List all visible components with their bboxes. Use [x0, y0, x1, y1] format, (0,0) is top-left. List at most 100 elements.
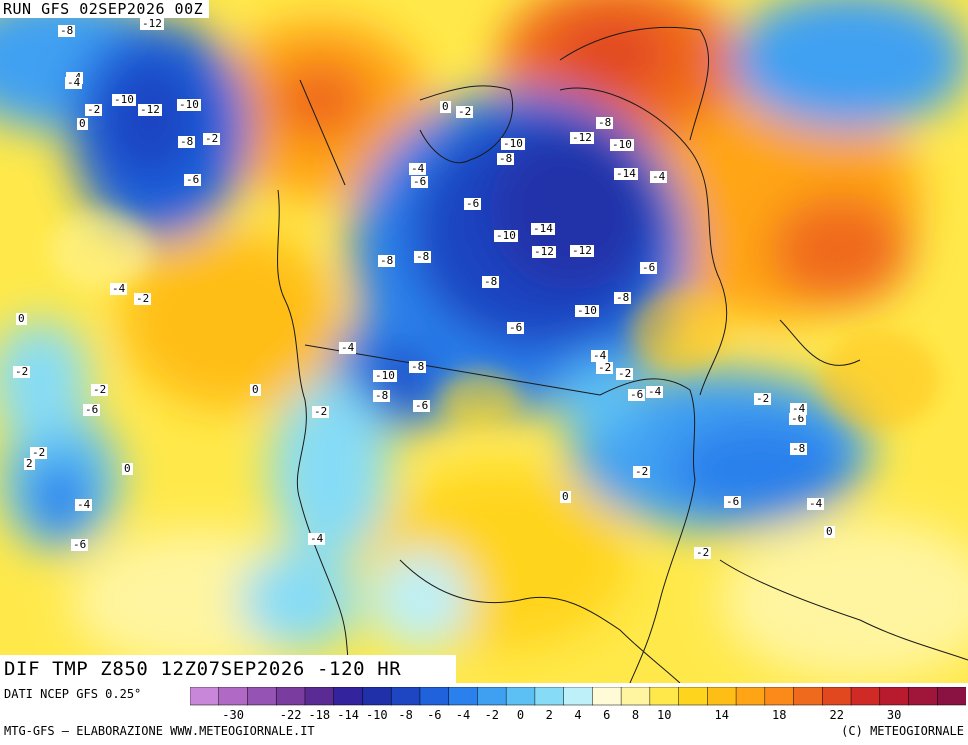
legend-swatch — [620, 686, 651, 706]
legend-tick-label: -30 — [222, 708, 244, 721]
legend-swatch — [390, 686, 421, 706]
contour-label: -4 — [807, 497, 825, 510]
legend-swatch — [764, 686, 795, 706]
legend-swatch — [879, 686, 910, 706]
legend-swatch — [333, 686, 364, 706]
legend-swatch — [218, 686, 249, 706]
legend-tick-label: 6 — [603, 708, 610, 721]
contour-label: -2 — [13, 365, 31, 378]
legend-tick-label: -18 — [308, 708, 330, 721]
contour-label: -8 — [614, 291, 632, 304]
legend-swatch — [362, 686, 392, 706]
contour-label: -2 — [312, 405, 330, 418]
map-title: DIF TMP Z850 12Z07SEP2026 -120 HR — [0, 655, 456, 683]
legend-swatch — [505, 686, 536, 706]
legend-swatch — [793, 686, 824, 706]
contour-label: -8 — [409, 360, 427, 373]
contour-label: -12 — [138, 103, 162, 116]
contour-label: -4 — [650, 170, 668, 183]
contour-label: -8 — [790, 442, 808, 455]
contour-label: -6 — [789, 412, 807, 425]
contour-label: -10 — [575, 304, 599, 317]
contour-label: -2 — [85, 103, 103, 116]
anomaly-map: -8-12-4-2-8-6-4-10-12-10-20-60-2-4-6-10-… — [0, 0, 968, 683]
contour-label: -8 — [482, 275, 500, 288]
legend-swatch — [937, 686, 967, 706]
contour-label: -10 — [610, 138, 634, 151]
contour-label: -12 — [570, 244, 594, 257]
legend-swatch — [678, 686, 709, 706]
credit-line: MTG-GFS – ELABORAZIONE WWW.METEOGIORNALE… — [4, 724, 315, 738]
contour-label: -8 — [378, 254, 396, 267]
contour-label: -4 — [110, 282, 128, 295]
legend-swatch — [247, 686, 277, 706]
contour-label: -10 — [373, 369, 397, 382]
contour-label: -4 — [75, 498, 93, 511]
contour-label: -2 — [754, 392, 772, 405]
contour-label: 0 — [122, 462, 133, 475]
legend-swatch — [448, 686, 479, 706]
legend-swatch — [822, 686, 852, 706]
contour-label: -4 — [591, 349, 609, 362]
legend-tick-label: -10 — [366, 708, 388, 721]
contour-label: 0 — [440, 100, 451, 113]
contour-label: -8 — [414, 250, 432, 263]
contour-label: -2 — [456, 105, 474, 118]
contour-label: 0 — [824, 525, 835, 538]
legend-scale: -30 -22 -18 -14 -10 -8 -6 -4 -2 0 2 4 6 8 10 14 18 22 30 — [189, 686, 967, 722]
contour-label: -8 — [58, 24, 76, 37]
contour-label: -10 — [112, 93, 136, 106]
contour-label: -12 — [140, 17, 164, 30]
contour-label: -8 — [497, 152, 515, 165]
contour-label: -4 — [646, 385, 664, 398]
legend-swatch — [304, 686, 335, 706]
contour-label: -6 — [83, 403, 101, 416]
legend-swatch — [649, 686, 680, 706]
contour-label: 2 — [24, 457, 35, 470]
legend-swatch — [419, 686, 450, 706]
contour-label: -4 — [790, 402, 808, 415]
contour-label: 0 — [250, 383, 261, 396]
legend-tick-label: 18 — [772, 708, 786, 721]
contour-label: -2 — [694, 546, 712, 559]
contour-label: -8 — [178, 135, 196, 148]
contour-label: -2 — [596, 361, 614, 374]
contour-label: -4 — [409, 162, 427, 175]
legend-swatch — [477, 686, 507, 706]
legend-tick-label: -4 — [456, 708, 470, 721]
contour-label: -14 — [614, 167, 638, 180]
contour-label: -4 — [339, 341, 357, 354]
map-canvas — [0, 0, 968, 683]
contour-label: -6 — [724, 495, 742, 508]
contour-label: -10 — [501, 137, 525, 150]
contour-label: -6 — [464, 197, 482, 210]
legend-tick-label: -14 — [337, 708, 359, 721]
contour-label: -2 — [633, 465, 651, 478]
color-legend: -30 -22 -18 -14 -10 -8 -6 -4 -2 0 2 4 6 8 10 14 18 22 30 — [189, 686, 967, 722]
contour-label: -4 — [65, 76, 83, 89]
contour-label: -10 — [177, 98, 201, 111]
contour-label: -4 — [308, 532, 326, 545]
contour-label: -6 — [507, 321, 525, 334]
legend-tick-label: 4 — [574, 708, 581, 721]
legend-swatch — [592, 686, 622, 706]
legend-tick-label: -2 — [485, 708, 499, 721]
legend-tick-label: 14 — [714, 708, 728, 721]
contour-label: -2 — [203, 132, 221, 145]
legend-swatch — [908, 686, 939, 706]
legend-swatch — [850, 686, 881, 706]
contour-label: -6 — [640, 261, 658, 274]
legend-swatch — [735, 686, 766, 706]
contour-label: -2 — [616, 367, 634, 380]
legend-tick-label: 22 — [829, 708, 843, 721]
legend-tick-label: 2 — [546, 708, 553, 721]
contour-label: -6 — [184, 173, 202, 186]
legend-tick-label: 10 — [657, 708, 671, 721]
contour-label: -6 — [413, 399, 431, 412]
contour-label: 0 — [16, 312, 27, 325]
legend-tick-label: 30 — [887, 708, 901, 721]
contour-label: -2 — [91, 383, 109, 396]
legend-swatch — [707, 686, 737, 706]
run-title: RUN GFS 02SEP2026 00Z — [0, 0, 210, 18]
contour-label: -6 — [628, 388, 646, 401]
